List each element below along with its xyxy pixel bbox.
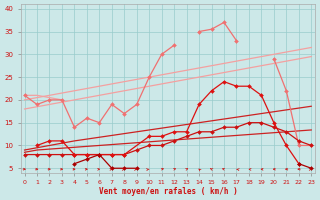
X-axis label: Vent moyen/en rafales ( km/h ): Vent moyen/en rafales ( km/h ) [99,187,237,196]
